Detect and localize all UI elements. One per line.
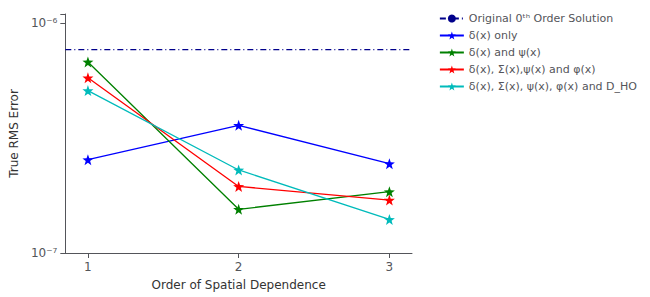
svg-text:3: 3 [386,260,394,274]
svg-text:10⁻⁷: 10⁻⁷ [31,246,58,260]
svg-text:True RMS Error: True RMS Error [7,89,21,179]
svg-text:10⁻⁶: 10⁻⁶ [31,16,58,30]
svg-text:δ(x), Σ(x),ψ(x) and φ(x): δ(x), Σ(x),ψ(x) and φ(x) [469,63,596,76]
svg-text:1: 1 [84,260,92,274]
svg-text:2: 2 [235,260,243,274]
svg-text:Original 0ᵗʰ Order Solution: Original 0ᵗʰ Order Solution [469,12,613,25]
svg-text:δ(x) and ψ(x): δ(x) and ψ(x) [469,46,541,59]
svg-text:Order of Spatial Dependence: Order of Spatial Dependence [152,278,326,292]
svg-text:δ(x), Σ(x), ψ(x), φ(x) and D_H: δ(x), Σ(x), ψ(x), φ(x) and D_HO [469,80,637,93]
svg-text:δ(x) only: δ(x) only [469,29,518,42]
